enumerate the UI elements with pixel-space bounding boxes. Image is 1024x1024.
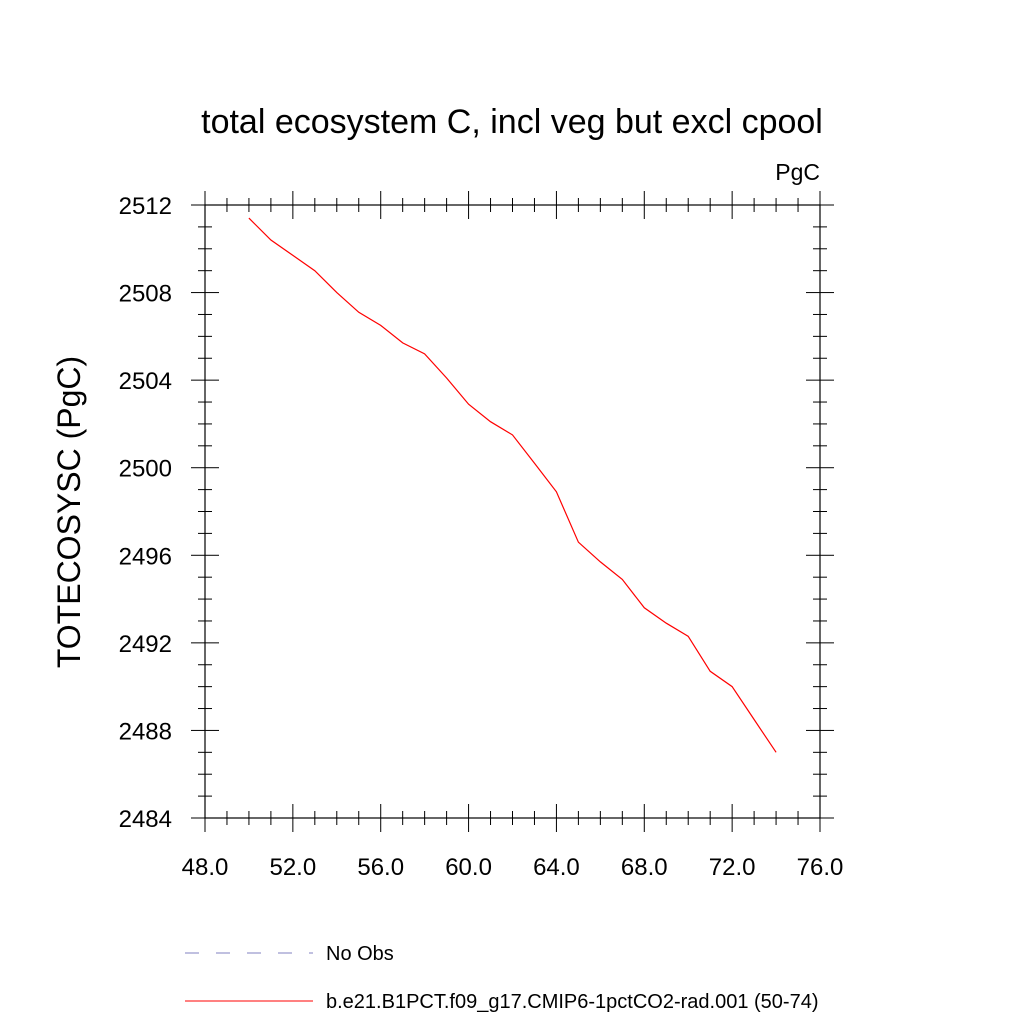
plot-frame xyxy=(204,204,821,819)
x-tick-label: 60.0 xyxy=(445,854,492,881)
units-label: PgC xyxy=(775,159,820,185)
legend-label-no-obs: No Obs xyxy=(326,943,394,965)
series-line-1 xyxy=(248,217,777,753)
x-tick-labels: 48.0 52.0 56.0 60.0 64.0 68.0 72.0 76.0 xyxy=(182,854,844,881)
y-tick-label: 2508 xyxy=(119,281,172,308)
x-tick-label: 52.0 xyxy=(269,854,316,881)
data-series xyxy=(248,217,777,753)
y-tick-label: 2512 xyxy=(119,193,172,220)
x-tick-label: 76.0 xyxy=(797,854,844,881)
y-tick-label: 2484 xyxy=(119,806,172,833)
x-tick-label: 64.0 xyxy=(533,854,580,881)
chart-title: total ecosystem C, incl veg but excl cpo… xyxy=(201,103,823,141)
y-axis-label: TOTECOSYSC (PgC) xyxy=(51,356,87,668)
y-tick-label: 2496 xyxy=(119,543,172,570)
y-tick-label: 2488 xyxy=(119,718,172,745)
x-tick-label: 48.0 xyxy=(182,854,229,881)
x-tick-label: 72.0 xyxy=(709,854,756,881)
axis-ticks xyxy=(191,191,834,832)
legend-label-model: b.e21.B1PCT.f09_g17.CMIP6-1pctCO2-rad.00… xyxy=(326,991,819,1013)
y-tick-label: 2492 xyxy=(119,631,172,658)
y-tick-labels: 2484 2488 2492 2496 2500 2504 2508 2512 xyxy=(119,193,172,833)
x-tick-label: 68.0 xyxy=(621,854,668,881)
y-tick-label: 2500 xyxy=(119,456,172,483)
y-tick-label: 2504 xyxy=(119,368,172,395)
x-tick-label: 56.0 xyxy=(357,854,404,881)
legend: No Obs b.e21.B1PCT.f09_g17.CMIP6-1pctCO2… xyxy=(185,943,819,1013)
